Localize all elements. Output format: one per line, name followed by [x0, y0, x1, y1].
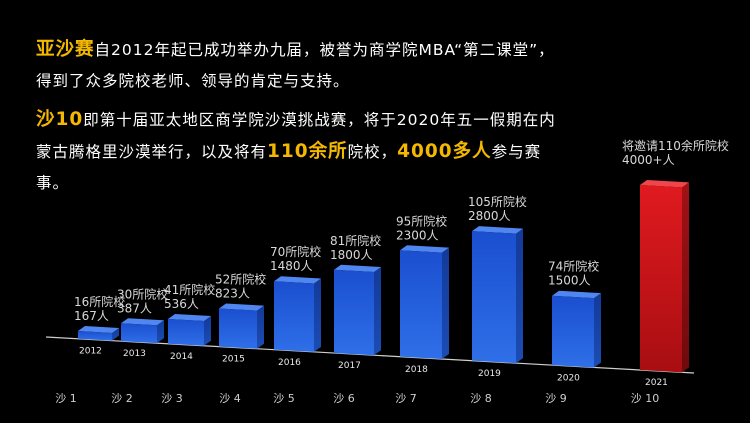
bar	[78, 326, 119, 341]
value-label-schools: 81所院校	[330, 233, 381, 248]
bar-side	[374, 266, 381, 356]
bar-front	[334, 269, 374, 356]
bar	[334, 264, 381, 356]
bar-front	[78, 331, 112, 341]
year-label: 2012	[79, 347, 102, 357]
bar	[400, 245, 449, 359]
bar-side	[594, 293, 601, 368]
schools-highlight: 110余所	[267, 141, 348, 162]
year-label: 2019	[478, 369, 501, 379]
year-label: 2014	[170, 352, 193, 362]
bar-side	[204, 315, 211, 346]
bar-top	[472, 226, 523, 234]
announcement-text-1: 即第十届亚太地区商学院沙漠挑战赛，将于2020年五一假期在内蒙古腾格里沙漠举行，…	[36, 111, 556, 161]
event-name-highlight: 亚沙赛	[36, 39, 95, 60]
year-label: 2018	[405, 365, 428, 375]
year-label: 2017	[338, 361, 361, 371]
value-label-schools: 将邀请110余所院校	[622, 138, 729, 153]
edition-label: 沙 5	[273, 392, 295, 405]
announcement-text-2: 院校，	[347, 143, 398, 161]
bar-top	[121, 318, 164, 326]
edition-label: 沙 1	[55, 392, 77, 405]
value-label-schools: 70所院校	[270, 244, 321, 259]
year-label: 2021	[645, 378, 668, 388]
year-label: 2020	[557, 373, 580, 383]
bar-front	[219, 308, 257, 349]
bar	[552, 290, 601, 368]
edition-label: 沙 8	[470, 392, 492, 405]
edition-label: 沙 3	[161, 392, 183, 405]
bar-top	[552, 290, 601, 299]
bar-front	[274, 281, 314, 352]
edition-labels-group: 沙 1 沙 2 沙 3 沙 4 沙 5 沙 6 沙 7 沙 8 沙 9 沙 10	[55, 392, 659, 405]
bar-side	[516, 228, 523, 364]
value-label-people: 387人	[117, 301, 152, 315]
value-label-schools: 74所院校	[548, 259, 599, 274]
bar	[472, 226, 523, 364]
value-label-people: 823人	[215, 287, 250, 301]
edition-label: 沙 6	[333, 392, 355, 405]
intro-paragraph: 亚沙赛自2012年起已成功举办九届，被誉为商学院MBA“第二课堂”，得到了众多院…	[36, 34, 556, 97]
bar-side	[257, 305, 264, 349]
value-label-schools: 105所院校	[468, 194, 527, 209]
edition-label: 沙 7	[395, 392, 417, 405]
edition-highlight: 沙10	[36, 109, 84, 130]
bar-front	[168, 318, 204, 346]
people-highlight: 4000多人	[397, 141, 492, 162]
year-label: 2013	[123, 349, 146, 359]
value-label-people: 2800人	[468, 209, 511, 223]
value-label-schools: 16所院校	[74, 294, 125, 309]
value-label-schools: 41所院校	[164, 282, 215, 297]
bar-top	[219, 303, 264, 311]
bar-front	[552, 295, 594, 368]
bar-side	[112, 327, 119, 341]
value-label-people: 1800人	[330, 248, 373, 262]
year-labels-group: 2012 2013 2014 2015 2016 2017 2018 2019 2020 2021	[79, 347, 668, 388]
bar-front	[121, 323, 157, 344]
bar-top	[168, 313, 211, 321]
value-label-people: 167人	[74, 309, 109, 323]
bar	[168, 313, 211, 346]
bar-top	[274, 276, 321, 284]
bar-side	[314, 278, 321, 352]
value-label-people: 4000+人	[622, 153, 675, 167]
value-label-schools: 95所院校	[396, 213, 447, 228]
bars-group	[78, 180, 689, 373]
bar-front	[640, 185, 682, 373]
announcement-text-3: 参与赛事。	[36, 143, 542, 192]
bar-side	[442, 247, 449, 359]
bar	[121, 318, 164, 344]
bar-front	[472, 231, 516, 364]
intro-text: 自2012年起已成功举办九届，被誉为商学院MBA“第二课堂”，得到了众多院校老师…	[36, 41, 555, 90]
value-label-people: 1500人	[548, 274, 591, 288]
bar-top	[334, 264, 381, 272]
edition-label: 沙 10	[631, 392, 660, 405]
bar-top	[640, 180, 689, 188]
year-label: 2016	[278, 358, 301, 368]
edition-label: 沙 2	[111, 392, 133, 405]
year-label: 2015	[222, 355, 245, 365]
bar	[219, 303, 264, 349]
bar-top	[78, 326, 119, 333]
bar	[640, 180, 689, 373]
announcement-paragraph: 沙10即第十届亚太地区商学院沙漠挑战赛，将于2020年五一假期在内蒙古腾格里沙漠…	[36, 104, 556, 199]
bar-side	[682, 182, 689, 373]
value-label-people: 2300人	[396, 228, 439, 242]
bar-top	[400, 245, 449, 253]
value-label-schools: 52所院校	[215, 272, 266, 287]
bar-front	[400, 250, 442, 359]
edition-label: 沙 4	[219, 392, 241, 405]
edition-label: 沙 9	[545, 392, 567, 405]
value-label-people: 536人	[164, 297, 199, 311]
bar-side	[157, 320, 164, 344]
value-label-people: 1480人	[270, 259, 313, 273]
bar	[274, 276, 321, 352]
value-label-schools: 30所院校	[117, 286, 168, 301]
